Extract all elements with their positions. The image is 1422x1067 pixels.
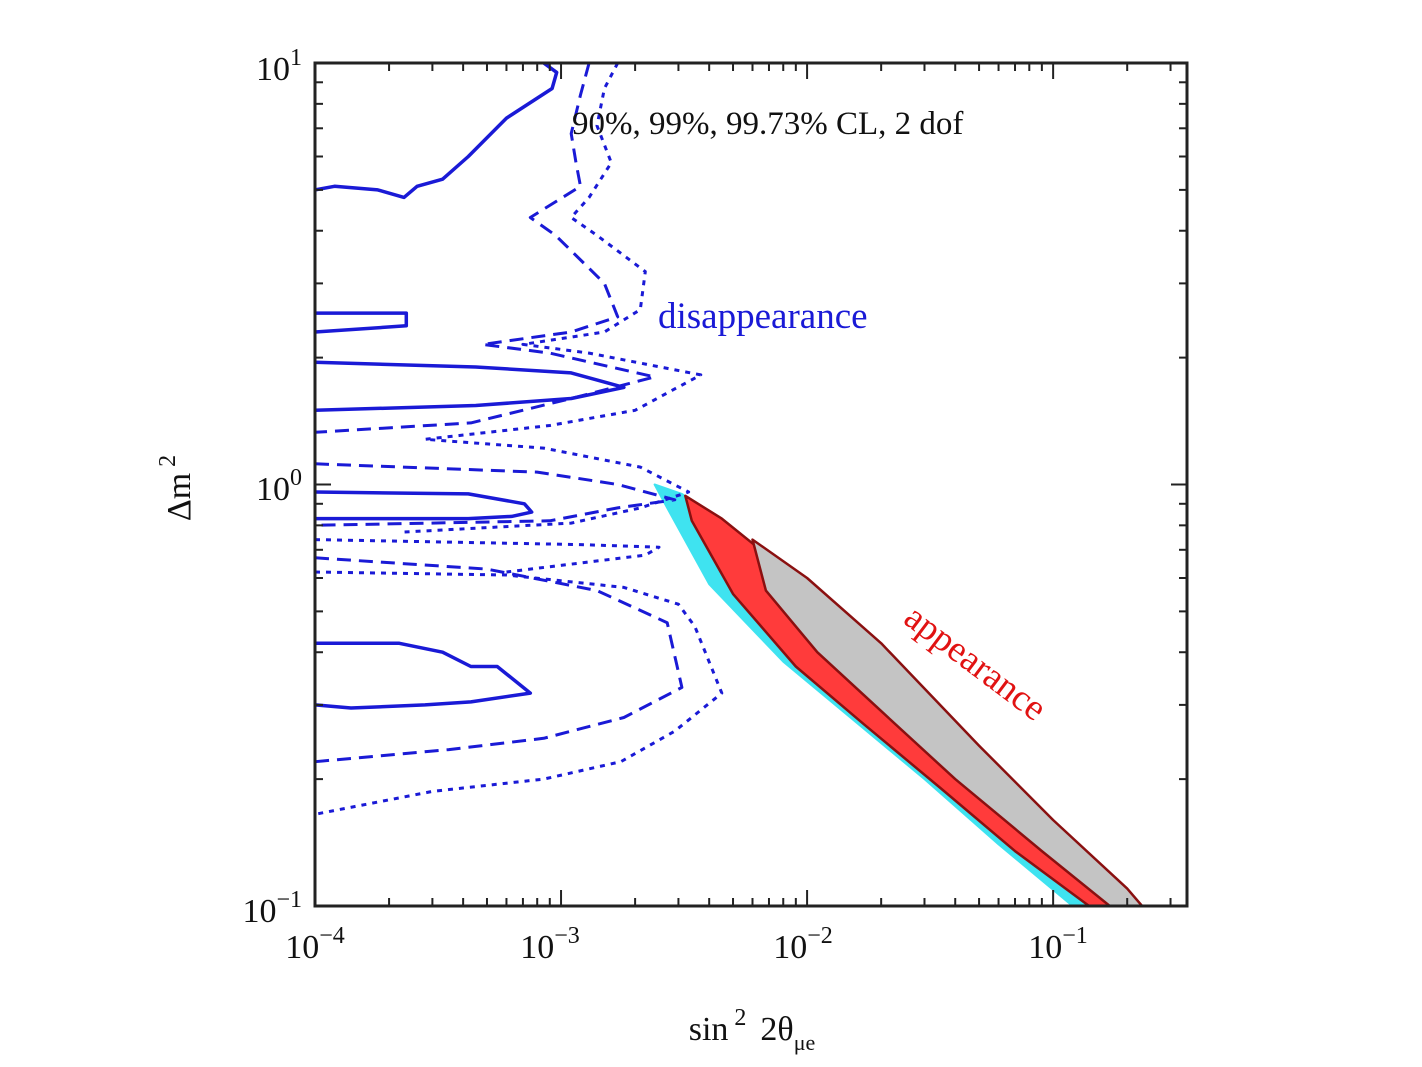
x-tick-label: 10−3 (520, 923, 580, 966)
y-tick-label: 101 (256, 45, 302, 88)
disappearance-contour-dotted (315, 570, 724, 816)
appearance-region-90cl (751, 538, 1144, 906)
x-axis-label: sin 2 2θμe (689, 1005, 816, 1055)
y-tick-label: 100 (256, 465, 302, 508)
x-tick-label: 10−4 (285, 923, 345, 966)
y-axis-label: Δm2 (155, 455, 198, 521)
disappearance-label: disappearance (658, 296, 868, 337)
disappearance-contour-dotted (399, 63, 703, 534)
appearance-regions (653, 483, 1144, 906)
x-tick-label: 10−2 (773, 923, 833, 966)
disappearance-contour-solid (315, 63, 559, 200)
disappearance-contour-dashed (315, 462, 677, 527)
x-tick-label: 10−1 (1028, 923, 1088, 966)
axis-ticks (314, 62, 1187, 907)
y-tick-label: 10−1 (242, 887, 302, 930)
disappearance-contour-solid (315, 490, 534, 521)
disappearance-contours (315, 63, 724, 816)
disappearance-contour-dashed (315, 556, 684, 764)
confidence-level-label: 90%, 99%, 99.73% CL, 2 dof (572, 106, 963, 142)
disappearance-contour-solid (315, 360, 626, 413)
disappearance-contour-dotted (315, 538, 661, 574)
disappearance-contour-solid (315, 641, 533, 710)
disappearance-contour-solid (315, 311, 409, 334)
